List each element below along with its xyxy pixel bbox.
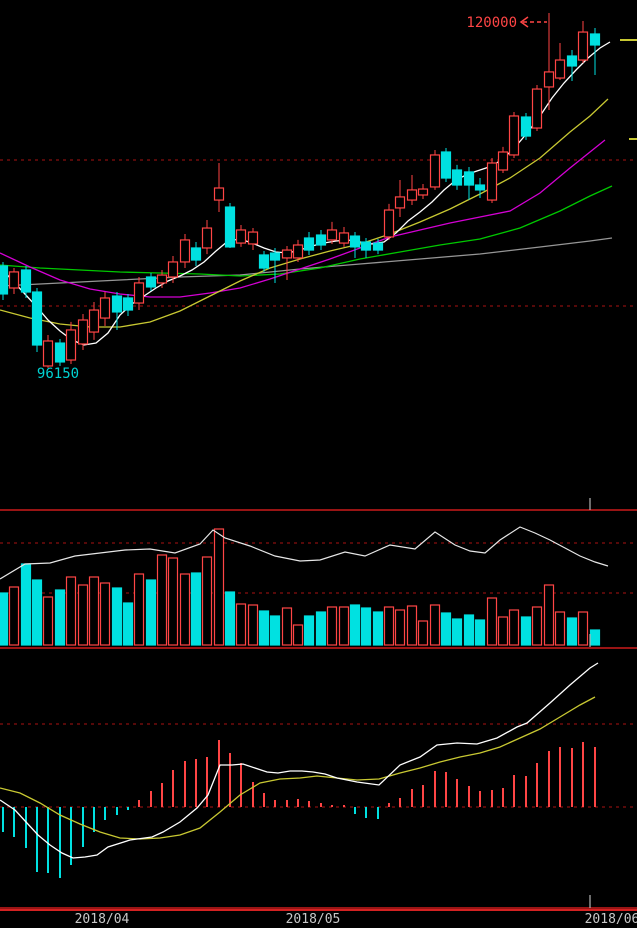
- macd-layer: [0, 662, 637, 909]
- x-axis-labels: 2018/04 2018/05 2018/06: [75, 912, 637, 927]
- left-arrow-icon: [519, 16, 529, 28]
- high-price-annotation: 120000: [466, 15, 547, 31]
- low-price-label: 96150: [37, 366, 79, 382]
- axis-layer: [0, 39, 637, 911]
- high-price-label: 120000: [466, 15, 517, 31]
- x-axis-label-june: 2018/06: [585, 912, 637, 927]
- volume-layer: [0, 509, 637, 649]
- x-axis-label-april: 2018/04: [75, 912, 130, 927]
- x-axis-label-may: 2018/05: [286, 912, 341, 927]
- candlestick-layer: [0, 13, 601, 368]
- moving-averages-layer: [0, 41, 613, 346]
